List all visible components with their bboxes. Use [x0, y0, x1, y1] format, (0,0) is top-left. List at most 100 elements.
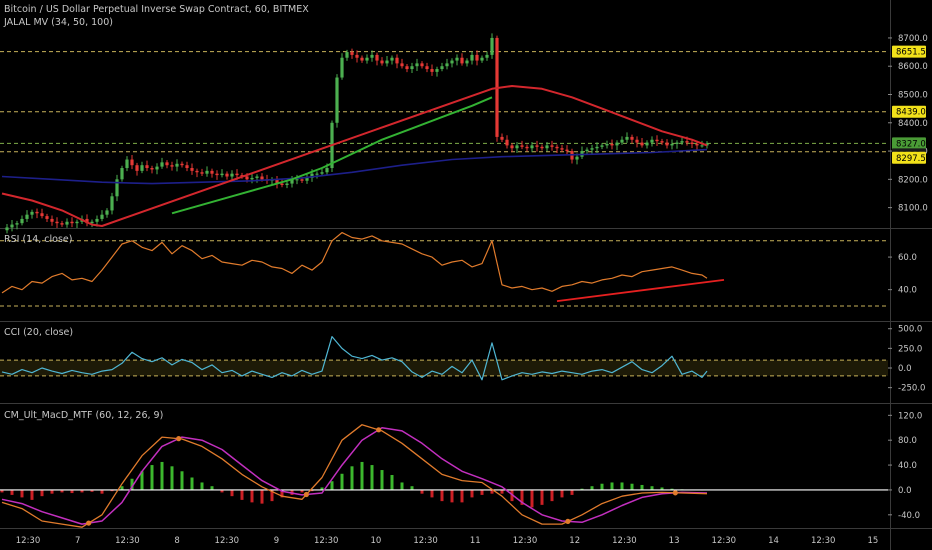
rsi-title: RSI (14, close) — [4, 234, 72, 245]
macd-histogram-bar — [170, 466, 174, 490]
candle-body — [535, 145, 539, 147]
candle-body — [605, 143, 609, 146]
y-tick-label: 8200.0 — [898, 175, 928, 185]
candle-body — [590, 148, 594, 150]
cci-title: CCI (20, close) — [4, 327, 73, 338]
candle-body — [385, 60, 389, 64]
candle-body — [420, 63, 424, 67]
candle-body — [20, 218, 24, 224]
candle-body — [425, 66, 429, 70]
candle-body — [455, 57, 459, 61]
x-tick-label: 12:30 — [612, 536, 637, 546]
candle-body — [695, 143, 699, 146]
candle-body — [685, 141, 689, 143]
candle-body — [630, 136, 634, 140]
candle-body — [225, 173, 229, 177]
macd-histogram-bar — [80, 489, 84, 493]
x-tick-label: 12:30 — [712, 536, 737, 546]
macd-histogram-bar — [570, 489, 574, 495]
symbol-title: Bitcoin / US Dollar Perpetual Inverse Sw… — [4, 4, 309, 15]
price-tag-label: 8297.5 — [896, 154, 926, 164]
price-tag — [892, 137, 926, 150]
candle-body — [170, 165, 174, 167]
candle-body — [345, 52, 349, 58]
candle-body — [515, 145, 519, 149]
candle-body — [315, 173, 319, 175]
candle-body — [690, 142, 694, 144]
macd-cross-dot — [672, 490, 678, 496]
candle-body — [295, 179, 299, 181]
y-tick-label: 250.0 — [898, 344, 922, 354]
candle-body — [190, 168, 194, 171]
macd-line — [1, 424, 708, 528]
candle-body — [145, 165, 149, 169]
candle-body — [565, 149, 569, 152]
candle-body — [200, 172, 204, 174]
macd-histogram-bar — [440, 489, 444, 502]
macd-histogram-bar — [540, 489, 544, 505]
candle-body — [35, 211, 39, 214]
candle-body — [540, 146, 544, 149]
candle-body — [180, 163, 184, 166]
candle-body — [670, 143, 674, 146]
candle-body — [355, 54, 359, 58]
cci-band — [0, 360, 888, 376]
rsi-panel: 40.0 60.0 — [0, 232, 917, 307]
candle-body — [475, 54, 479, 61]
candle-body — [490, 37, 494, 55]
candle-body — [465, 60, 469, 64]
macd-histogram-bar — [520, 489, 524, 505]
candle-body — [380, 60, 384, 64]
candle-body — [5, 227, 9, 231]
candle-body — [290, 179, 294, 184]
candle-body — [445, 63, 449, 67]
price-tag — [892, 105, 926, 118]
x-tick-label: 12:30 — [16, 536, 41, 546]
candle-body — [195, 170, 199, 173]
macd-histogram-bar — [280, 489, 284, 498]
macd-histogram-bar — [30, 489, 34, 500]
macd-histogram-bar — [370, 465, 374, 490]
candle-body — [250, 177, 254, 180]
y-tick-label: 500.0 — [898, 325, 922, 335]
candle-body — [410, 66, 414, 70]
macd-histogram-bar — [470, 489, 474, 498]
ma-50-line — [1, 85, 708, 227]
candle-body — [175, 163, 179, 167]
x-tick-label: 12:30 — [513, 536, 538, 546]
macd-histogram-bar — [480, 489, 484, 495]
candle-body — [665, 142, 669, 146]
y-tick-label: 8700.0 — [898, 34, 928, 44]
y-tick-label: 120.0 — [898, 411, 922, 421]
macd-histogram-bar — [610, 482, 614, 490]
macd-histogram-bar — [600, 483, 604, 490]
macd-histogram-bar — [320, 487, 324, 490]
macd-histogram-bar — [110, 489, 114, 492]
candle-body — [390, 57, 394, 61]
macd-cross-dot — [303, 491, 309, 498]
macd-histogram-bar — [190, 477, 194, 490]
macd-histogram-bar — [420, 489, 424, 494]
ma-34-line — [171, 96, 493, 215]
macd-signal-line — [1, 427, 708, 525]
candle-body — [650, 139, 654, 143]
macd-histogram-bar — [100, 489, 104, 494]
candle-body — [450, 60, 454, 64]
y-tick-label: -40.0 — [898, 511, 920, 521]
x-tick-label: 7 — [75, 536, 80, 546]
macd-cross-dot — [565, 518, 571, 524]
candle-body — [615, 142, 619, 146]
candle-body — [640, 142, 644, 146]
macd-title: CM_Ult_MacD_MTF (60, 12, 26, 9) — [4, 410, 163, 421]
candle-body — [130, 159, 134, 166]
macd-histogram-bar — [450, 489, 454, 503]
y-tick-label: 40.0 — [898, 461, 917, 471]
cci-panel: -250.0 0.0 250.0 500.0 — [0, 325, 925, 394]
candle-body — [505, 139, 509, 146]
macd-histogram-bar — [380, 470, 384, 490]
candle-body — [400, 63, 404, 67]
y-tick-label: 0.0 — [898, 486, 912, 496]
x-tick-label: 12:30 — [413, 536, 438, 546]
